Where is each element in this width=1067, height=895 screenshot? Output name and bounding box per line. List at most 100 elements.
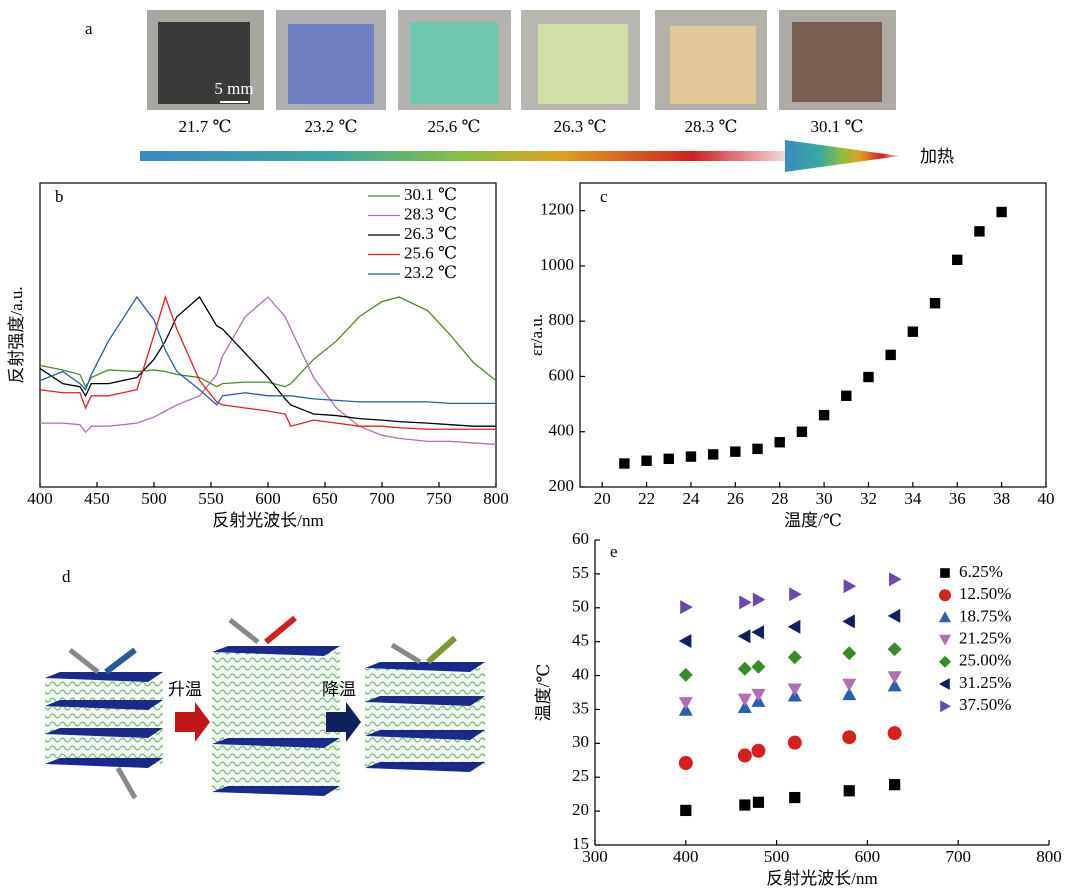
marker	[738, 662, 752, 676]
panel-label: d	[62, 567, 71, 586]
y-tick-label: 25	[572, 766, 589, 785]
marker	[788, 650, 802, 664]
x-tick-label: 28	[771, 489, 788, 508]
cool-label: 降温	[322, 680, 356, 700]
spectrum-line	[40, 297, 496, 429]
marker	[753, 797, 764, 808]
legend-label: 18.75%	[959, 606, 1011, 625]
panel-label: c	[600, 187, 608, 206]
marker	[686, 451, 696, 461]
heat-arrow-head	[785, 140, 900, 172]
photo-label: 25.6 ℃	[427, 117, 480, 136]
photos	[147, 10, 896, 110]
panel-label: a	[85, 19, 93, 38]
x-tick-label: 26	[727, 489, 744, 508]
y-tick-label: 1000	[540, 255, 574, 274]
marker	[788, 736, 802, 750]
x-tick-label: 30	[816, 489, 833, 508]
x-axis-label: 反射光波长/nm	[766, 869, 877, 888]
marker	[738, 749, 752, 763]
y-tick-label: 45	[572, 631, 589, 650]
marker	[996, 207, 1006, 217]
x-tick-label: 600	[855, 847, 881, 866]
y-tick-label: 50	[572, 597, 589, 616]
legend-marker	[939, 656, 951, 668]
marker	[888, 642, 902, 656]
marker	[752, 444, 762, 454]
marker	[679, 668, 693, 682]
marker	[889, 779, 900, 790]
legend-label: 28.3 ℃	[404, 204, 457, 223]
x-tick-label: 22	[638, 489, 655, 508]
marker	[888, 671, 902, 684]
marker	[788, 620, 801, 634]
legend-marker	[939, 678, 950, 690]
y-tick-label: 30	[572, 732, 589, 751]
y-tick-label: 40	[572, 664, 589, 683]
marker	[889, 572, 902, 586]
x-tick-label: 500	[764, 847, 790, 866]
photo-label: 30.1 ℃	[810, 117, 863, 136]
photo-label: 23.2 ℃	[304, 117, 357, 136]
x-tick-label: 450	[84, 489, 110, 508]
x-tick-label: 750	[426, 489, 452, 508]
marker	[789, 587, 802, 601]
marker	[664, 454, 674, 464]
spectrum-line	[40, 297, 496, 405]
x-tick-label: 500	[141, 489, 167, 508]
spectrum-line	[40, 297, 496, 444]
marker	[730, 446, 740, 456]
marker	[775, 437, 785, 447]
x-tick-label: 38	[993, 489, 1010, 508]
y-axis-label: εr/a.u.	[527, 314, 546, 356]
x-tick-label: 550	[198, 489, 224, 508]
panel-label: e	[610, 542, 618, 561]
y-tick-label: 400	[549, 421, 575, 440]
marker	[679, 756, 693, 770]
marker	[885, 350, 895, 360]
legend-marker	[940, 568, 950, 578]
legend-label: 26.3 ℃	[404, 224, 457, 243]
marker	[888, 726, 902, 740]
scale-bar-label: 5 mm	[214, 79, 253, 98]
marker	[751, 689, 765, 702]
y-tick-label: 20	[572, 800, 589, 819]
marker	[844, 579, 857, 593]
marker	[841, 391, 851, 401]
marker	[974, 226, 984, 236]
y-tick-label: 35	[572, 698, 589, 717]
figure: a 5 mm 加热 d 升温 降温 21.7 ℃23.2 ℃2	[0, 0, 1067, 895]
x-tick-label: 800	[483, 489, 509, 508]
marker	[908, 326, 918, 336]
legend-marker	[939, 611, 951, 622]
marker	[679, 634, 692, 648]
y-tick-label: 800	[549, 310, 575, 329]
marker	[842, 614, 855, 628]
y-tick-label: 600	[549, 365, 575, 384]
legend-label: 30.1 ℃	[404, 185, 457, 204]
legend-label: 25.00%	[959, 651, 1011, 670]
y-tick-label: 1200	[540, 200, 574, 219]
legend-label: 12.50%	[959, 584, 1011, 603]
marker	[952, 255, 962, 265]
marker	[619, 458, 629, 468]
marker	[751, 660, 765, 674]
marker	[930, 298, 940, 308]
marker	[739, 799, 750, 810]
photo-label: 21.7 ℃	[178, 117, 231, 136]
x-tick-label: 800	[1036, 847, 1062, 866]
marker	[842, 646, 856, 660]
marker	[679, 697, 693, 710]
layer-diagram	[45, 618, 485, 798]
x-tick-label: 24	[682, 489, 700, 508]
legend-label: 25.6 ℃	[404, 243, 457, 262]
arrow-label: 加热	[920, 147, 954, 166]
marker	[789, 792, 800, 803]
y-tick-label: 60	[572, 529, 589, 548]
x-tick-label: 20	[594, 489, 611, 508]
legend-marker	[939, 589, 951, 601]
heat-arrow	[140, 151, 790, 161]
marker	[863, 372, 873, 382]
marker	[844, 785, 855, 796]
marker	[641, 456, 651, 466]
